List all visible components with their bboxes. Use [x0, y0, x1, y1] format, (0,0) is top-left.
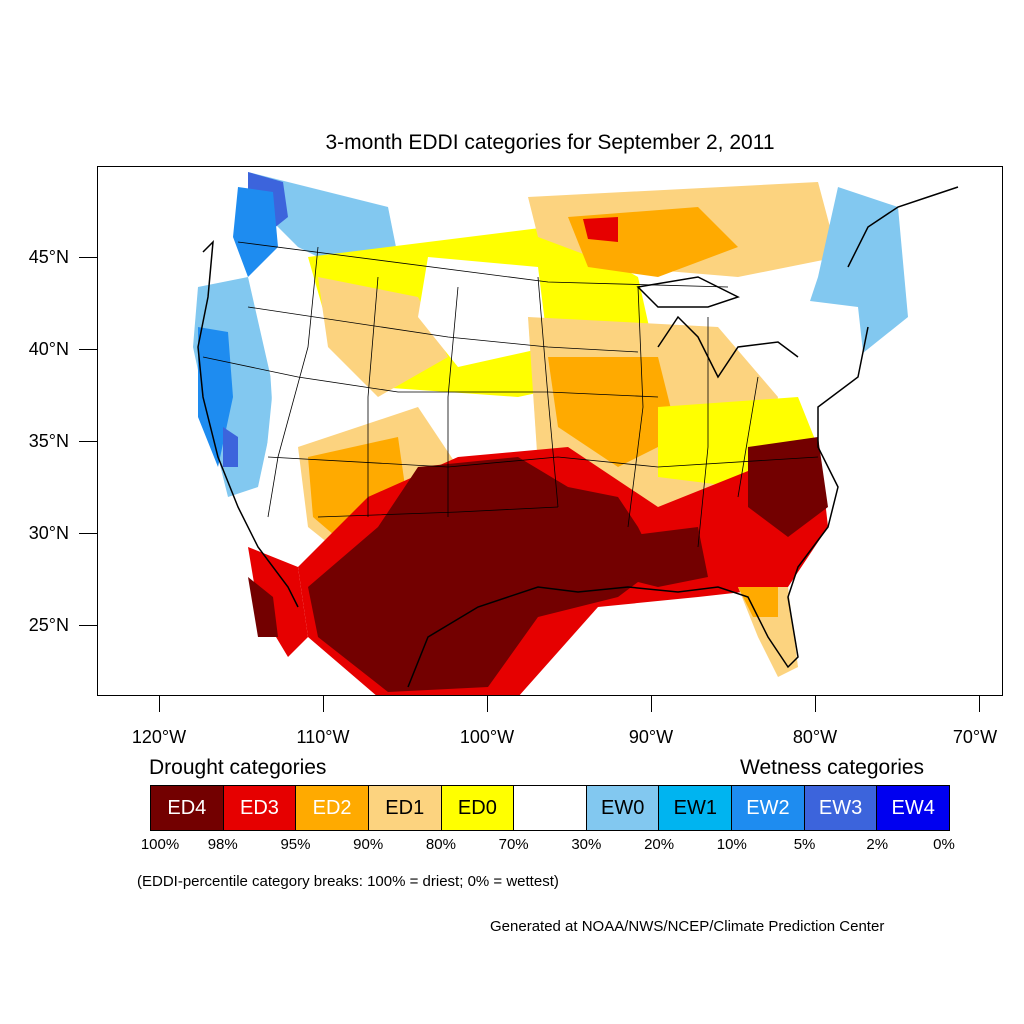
state-borders [202, 241, 819, 548]
lon-label-110: 110°W [296, 727, 350, 747]
region-texas-ed4 [308, 457, 658, 692]
legend-wetness-heading: Wetness categories [740, 756, 925, 779]
legend-break-label: 10% [716, 836, 747, 853]
coastlines [197, 186, 959, 688]
legend-break-label: 100% [140, 836, 180, 853]
lon-tick-90 [651, 696, 652, 712]
legend-colorbar: ED4 ED3 ED2 ED1 ED0 EW0 EW1 EW2 EW3 EW4 [150, 785, 950, 831]
lat-label-45: 45°N [28, 247, 69, 267]
region-northern-plains-ed1 [318, 277, 448, 397]
lon-label-70: 70°W [952, 727, 998, 747]
legend-break-label: 95% [280, 836, 311, 853]
legend-note: (EDDI-percentile category breaks: 100% =… [137, 873, 559, 890]
region-ew3-ca [223, 427, 238, 467]
legend-cell-ew0: EW0 [586, 786, 660, 830]
legend-cell-ed3: ED3 [223, 786, 297, 830]
lat-tick-45 [79, 257, 97, 258]
legend-break-label: 90% [353, 836, 384, 853]
legend-cell-ed1: ED1 [368, 786, 442, 830]
region-gulf-ed4 [618, 527, 708, 587]
region-carolinas-ed4 [748, 437, 828, 537]
lon-tick-110 [323, 696, 324, 712]
legend-cell-ed4: ED4 [151, 786, 224, 830]
legend-break-label: 70% [498, 836, 529, 853]
region-ew2-nw [233, 187, 278, 277]
lon-label-120: 120°W [131, 727, 187, 747]
legend-break-label: 20% [644, 836, 675, 853]
legend-break-label: 98% [207, 836, 238, 853]
legend-break-label: 5% [793, 836, 816, 853]
credit-line: Generated at NOAA/NWS/NCEP/Climate Predi… [490, 918, 885, 935]
region-mexico-ed3 [248, 547, 308, 657]
map-fill-regions [193, 172, 908, 695]
region-canada-ed3 [583, 217, 618, 242]
eddi-map [97, 166, 1003, 696]
legend-cell-ew3: EW3 [804, 786, 878, 830]
lat-tick-25 [79, 625, 97, 626]
region-baja-ed4 [248, 577, 278, 637]
lon-tick-100 [487, 696, 488, 712]
region-north-white [418, 257, 548, 367]
legend-cell-ew1: EW1 [659, 786, 733, 830]
legend-cell-ed2: ED2 [296, 786, 369, 830]
lon-label-100: 100°W [459, 727, 515, 747]
legend-drought-heading: Drought categories [149, 756, 327, 779]
lat-label-25: 25°N [28, 615, 69, 635]
lat-label-30: 30°N [28, 523, 69, 543]
lon-tick-80 [815, 696, 816, 712]
map-title: 3-month EDDI categories for September 2,… [325, 131, 775, 154]
region-midwest-ed2 [548, 357, 678, 467]
lat-label-35: 35°N [28, 431, 69, 451]
legend-break-label: 80% [425, 836, 456, 853]
legend-cell-ew2: EW2 [732, 786, 805, 830]
legend-break-label: 30% [571, 836, 602, 853]
lon-tick-120 [159, 696, 160, 712]
legend-break-label: 0% [933, 836, 955, 853]
lat-label-40: 40°N [28, 339, 69, 359]
lon-label-80: 80°W [792, 727, 838, 747]
legend-cell-ew4: EW4 [877, 786, 950, 830]
lon-tick-70 [979, 696, 980, 712]
lat-tick-40 [79, 349, 97, 350]
region-florida-ed2 [738, 587, 778, 617]
legend-cell-normal [514, 786, 587, 830]
legend-break-label: 2% [866, 836, 889, 853]
lon-label-90: 90°W [628, 727, 674, 747]
lat-tick-35 [79, 441, 97, 442]
lat-tick-30 [79, 533, 97, 534]
legend-cell-ed0: ED0 [441, 786, 515, 830]
